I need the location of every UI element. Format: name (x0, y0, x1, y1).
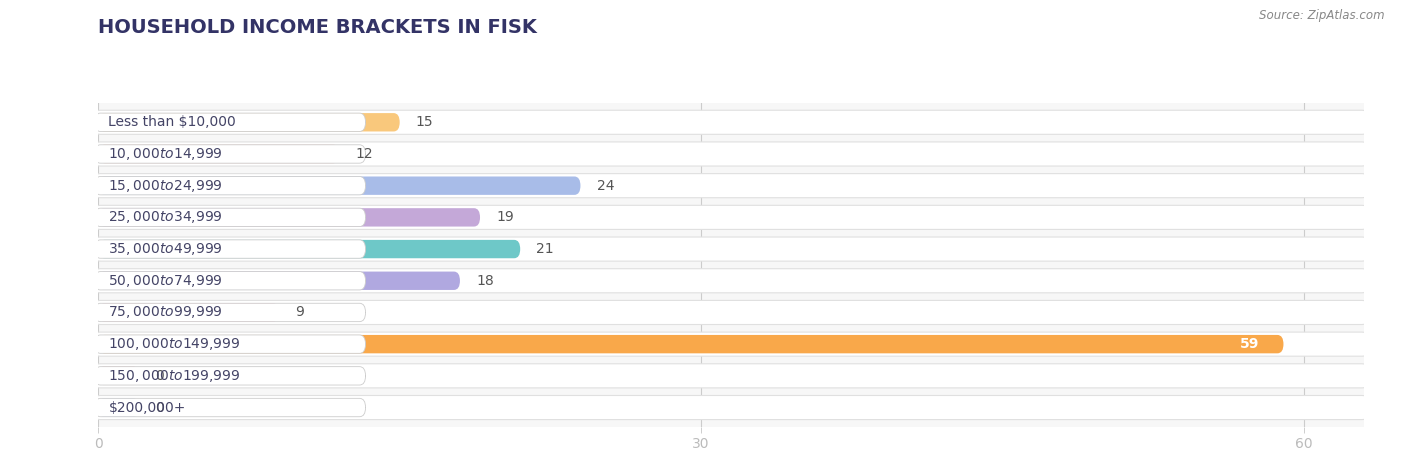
FancyBboxPatch shape (98, 240, 520, 258)
Text: 0: 0 (155, 401, 163, 414)
FancyBboxPatch shape (93, 205, 1369, 229)
Text: 18: 18 (477, 274, 494, 288)
FancyBboxPatch shape (98, 176, 581, 195)
FancyBboxPatch shape (94, 113, 366, 132)
Text: 19: 19 (496, 211, 513, 224)
FancyBboxPatch shape (94, 145, 366, 163)
FancyBboxPatch shape (98, 208, 479, 227)
Text: $200,000+: $200,000+ (108, 401, 186, 414)
FancyBboxPatch shape (93, 269, 1369, 293)
FancyBboxPatch shape (93, 142, 1369, 166)
FancyBboxPatch shape (98, 272, 460, 290)
FancyBboxPatch shape (94, 335, 366, 353)
FancyBboxPatch shape (93, 332, 1369, 356)
Text: Source: ZipAtlas.com: Source: ZipAtlas.com (1260, 9, 1385, 22)
Text: 0: 0 (155, 369, 163, 383)
FancyBboxPatch shape (93, 110, 1369, 134)
Text: $25,000 to $34,999: $25,000 to $34,999 (108, 209, 224, 225)
Text: HOUSEHOLD INCOME BRACKETS IN FISK: HOUSEHOLD INCOME BRACKETS IN FISK (98, 18, 537, 37)
Text: $150,000 to $199,999: $150,000 to $199,999 (108, 368, 240, 384)
Text: $75,000 to $99,999: $75,000 to $99,999 (108, 304, 224, 321)
Text: Less than $10,000: Less than $10,000 (108, 115, 236, 129)
Text: $50,000 to $74,999: $50,000 to $74,999 (108, 273, 224, 289)
Text: $15,000 to $24,999: $15,000 to $24,999 (108, 178, 224, 194)
FancyBboxPatch shape (93, 237, 1369, 261)
Text: 59: 59 (1240, 337, 1260, 351)
FancyBboxPatch shape (98, 367, 139, 385)
Text: 15: 15 (416, 115, 433, 129)
Text: $100,000 to $149,999: $100,000 to $149,999 (108, 336, 240, 352)
Text: 24: 24 (596, 179, 614, 193)
FancyBboxPatch shape (98, 145, 339, 163)
FancyBboxPatch shape (94, 367, 366, 385)
FancyBboxPatch shape (94, 398, 366, 417)
Text: 21: 21 (536, 242, 554, 256)
Text: 12: 12 (356, 147, 373, 161)
FancyBboxPatch shape (98, 335, 1284, 353)
FancyBboxPatch shape (98, 113, 399, 132)
Text: $35,000 to $49,999: $35,000 to $49,999 (108, 241, 224, 257)
FancyBboxPatch shape (98, 398, 139, 417)
FancyBboxPatch shape (94, 208, 366, 227)
Text: 9: 9 (295, 305, 304, 319)
FancyBboxPatch shape (94, 303, 366, 321)
FancyBboxPatch shape (93, 300, 1369, 325)
FancyBboxPatch shape (94, 272, 366, 290)
FancyBboxPatch shape (93, 174, 1369, 198)
FancyBboxPatch shape (98, 303, 280, 321)
Text: $10,000 to $14,999: $10,000 to $14,999 (108, 146, 224, 162)
FancyBboxPatch shape (93, 364, 1369, 388)
FancyBboxPatch shape (93, 396, 1369, 419)
FancyBboxPatch shape (94, 176, 366, 195)
FancyBboxPatch shape (94, 240, 366, 258)
